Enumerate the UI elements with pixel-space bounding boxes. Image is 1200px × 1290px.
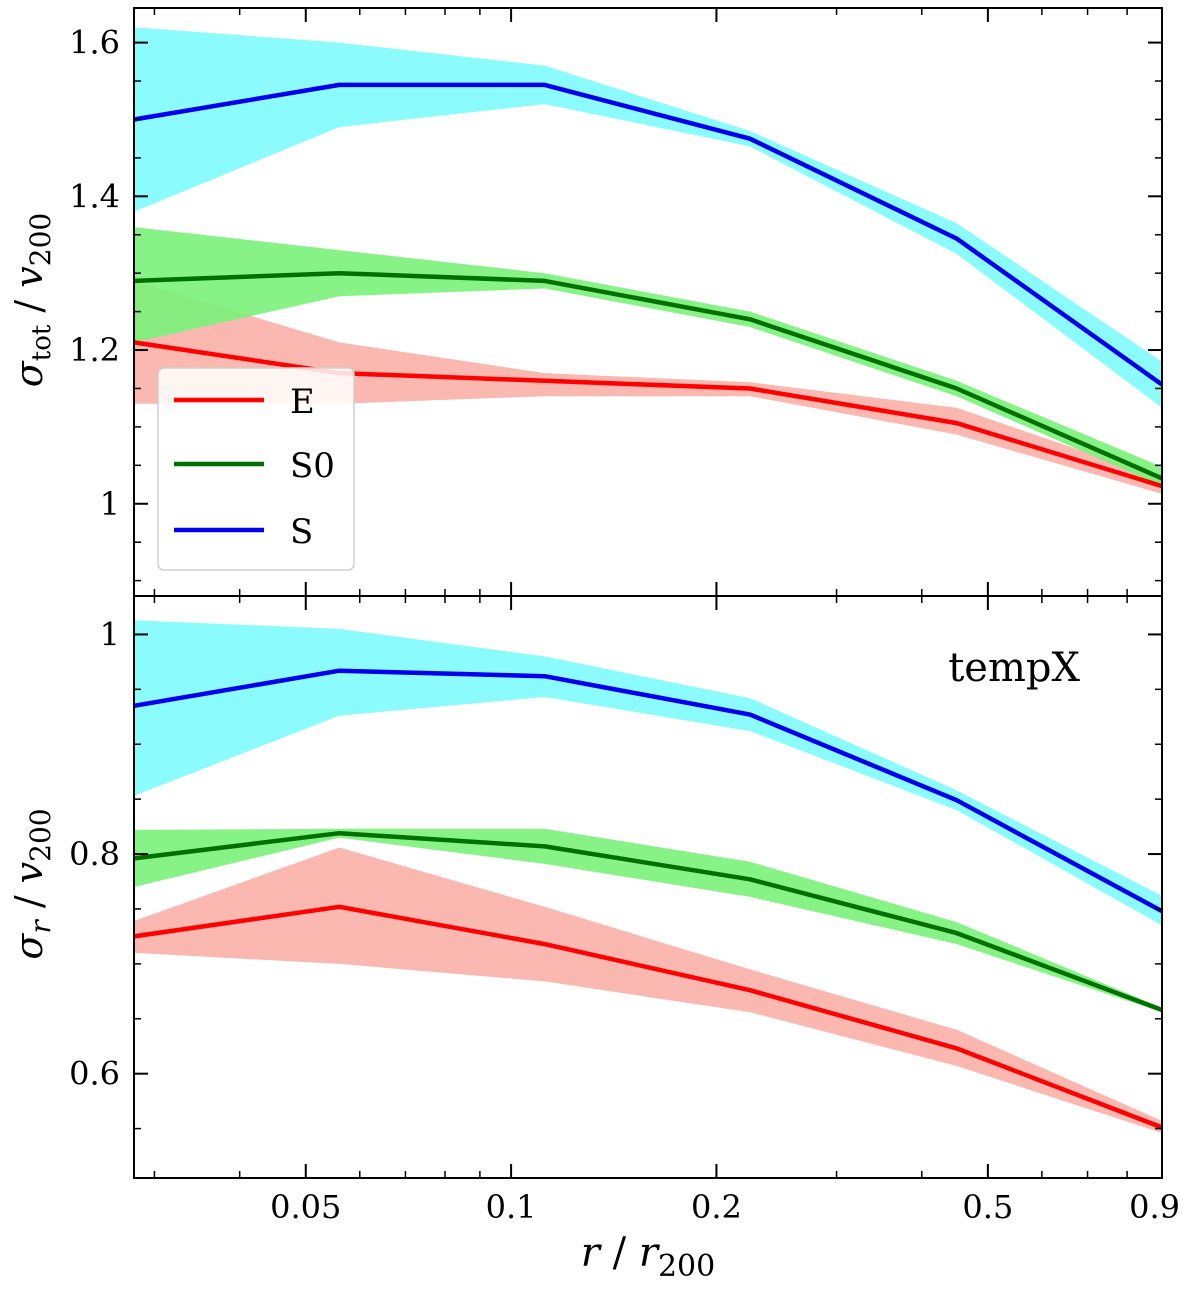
legend-box (157, 367, 355, 571)
bottom-line-s (133, 668, 1164, 914)
bottom-ytick-label: 1 (100, 615, 120, 653)
xlabel-div: / (600, 1230, 639, 1276)
bottom-line-e (133, 904, 1163, 1130)
xlabel-sub: 200 (658, 1249, 715, 1284)
top-band-e (134, 280, 1162, 494)
top-line-s0 (133, 270, 1163, 481)
bottom-band-e (134, 847, 1162, 1133)
top-ytick-label: 1.4 (69, 177, 120, 215)
x-axis-label: r / r200 (581, 1230, 715, 1284)
top-ytick-label: 1.2 (69, 331, 120, 369)
legend: E S0 S (157, 367, 355, 571)
annotation-tempx: tempX (948, 645, 1080, 691)
top-ylabel-vsub: 200 (24, 213, 57, 266)
xlabel-var: r (581, 1230, 603, 1276)
legend-label-s: S (290, 512, 313, 552)
top-ylabel-v: v (7, 266, 51, 288)
top-line-s (133, 82, 1164, 387)
bottom-ylabel-sub: r (24, 919, 57, 934)
bottom-ytick-label: 0.8 (69, 835, 120, 873)
xlabel-r: r (639, 1230, 661, 1276)
top-ytick-label: 1.6 (69, 24, 120, 62)
top-ticks: 1 1.2 1.4 1.6 (69, 8, 1163, 596)
bottom-ylabel-sym: σ (7, 933, 51, 960)
bottom-ticks: 0.6 0.8 1 (69, 596, 1163, 1178)
x-tick-label: 0.9 (1129, 1188, 1180, 1226)
top-band-s (134, 27, 1162, 408)
top-ylabel-div: / (7, 288, 51, 325)
bottom-ylabel-v: v (7, 861, 51, 883)
top-bands (134, 27, 1162, 494)
bottom-ytick-label: 0.6 (69, 1055, 120, 1093)
legend-label-e: E (290, 382, 315, 422)
bottom-band-s (134, 620, 1162, 926)
top-ylabel-sub: tot (27, 324, 57, 361)
x-tick-label: 0.05 (270, 1188, 341, 1226)
top-ylabel-sym: σ (7, 360, 51, 387)
x-tick-labels: 0.05 0.1 0.2 0.5 0.9 (270, 1188, 1180, 1226)
top-panel: 1 1.2 1.4 1.6 E S0 S σtot / v200 (7, 7, 1164, 597)
legend-label-s0: S0 (290, 446, 335, 486)
x-tick-label: 0.1 (486, 1188, 537, 1226)
bottom-line-s0 (133, 830, 1163, 1013)
bottom-lines (133, 668, 1164, 1130)
bottom-panel-frame (133, 595, 1163, 1179)
top-ytick-label: 1 (100, 485, 120, 523)
bottom-ylabel-div: / (7, 883, 51, 920)
bottom-ylabel-vsub: 200 (24, 808, 57, 861)
top-y-axis-label: σtot / v200 (7, 213, 57, 387)
top-band-s0 (134, 227, 1162, 487)
bottom-panel: 0.6 0.8 1 tempX σr / v200 (7, 595, 1164, 1179)
x-tick-label: 0.5 (962, 1188, 1013, 1226)
bottom-y-axis-label: σr / v200 (7, 808, 57, 959)
x-tick-label: 0.2 (691, 1188, 742, 1226)
